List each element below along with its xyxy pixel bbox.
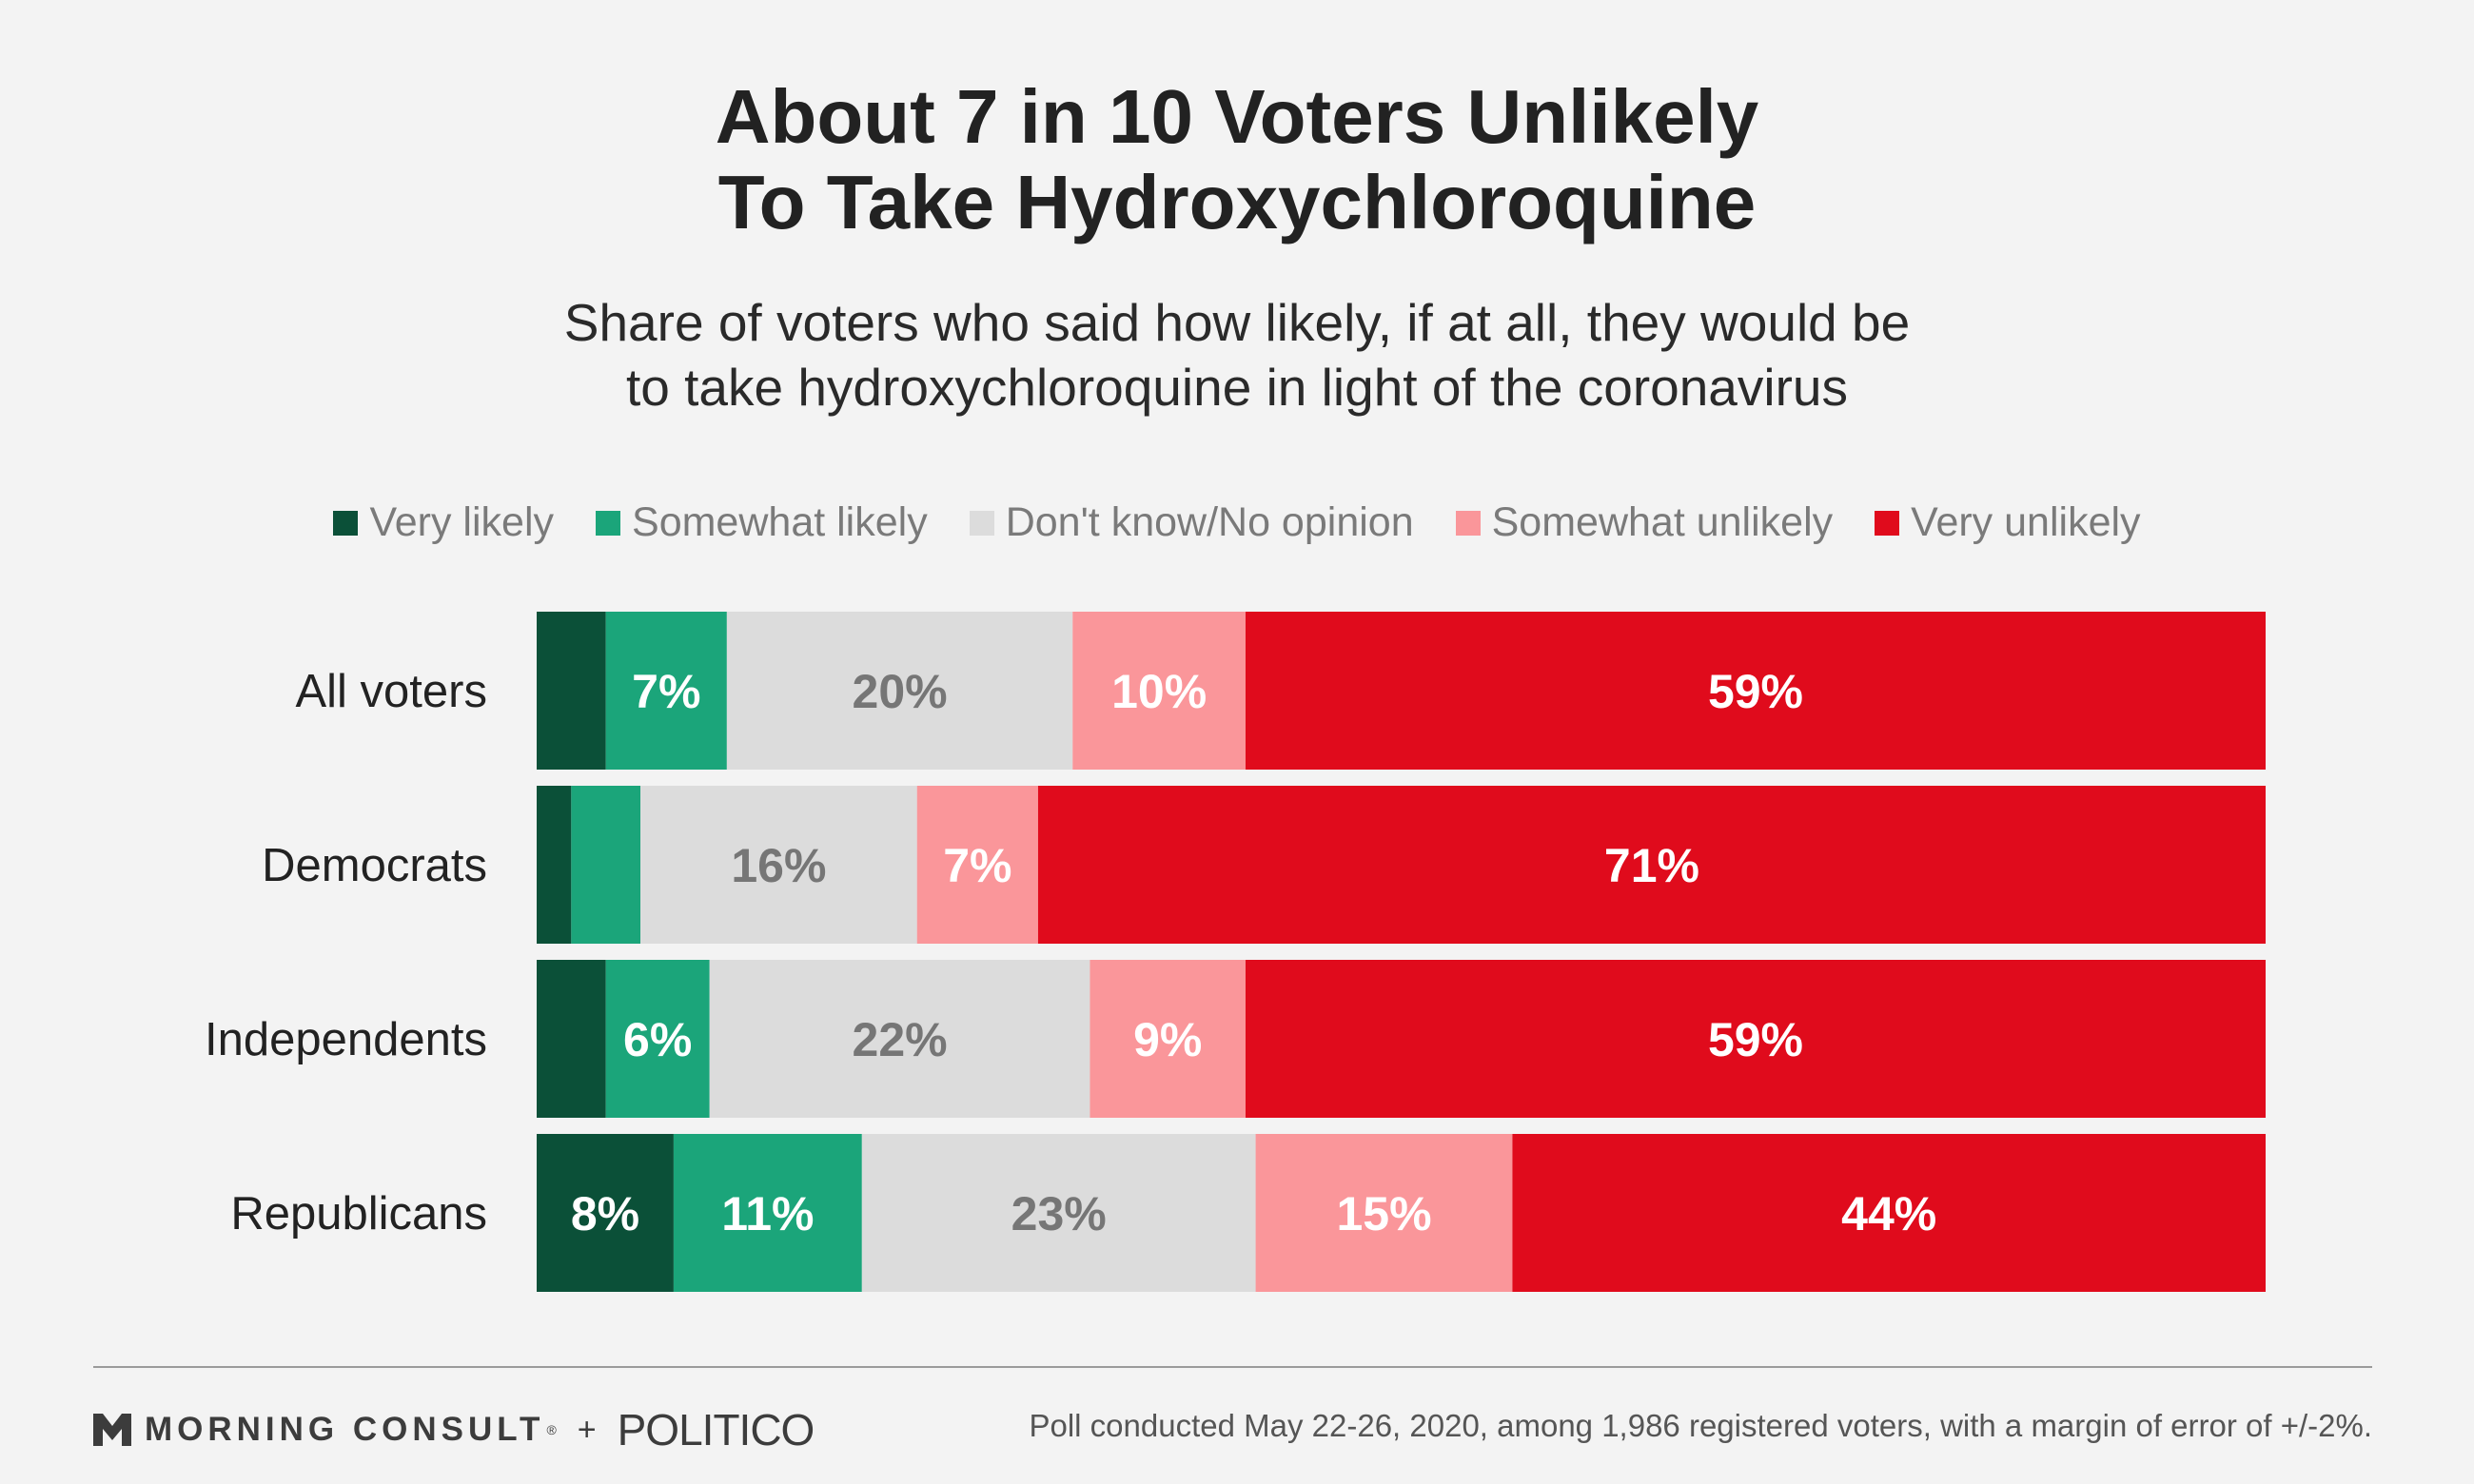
source-note: Poll conducted May 22-26, 2020, among 1,… [1029, 1408, 2372, 1443]
bar-segment [916, 786, 1038, 944]
data-label: 7% [632, 665, 700, 718]
bar-segment [673, 1134, 862, 1292]
legend-swatch [1455, 510, 1481, 536]
stacked-bar-chart: All voters 7% 20% 10% 59% Democrats 16% 7% 71% In… [205, 612, 2266, 1292]
legend-item: Somewhat likely [596, 499, 928, 546]
brand-plus: + [577, 1411, 597, 1448]
brand-logos: MORNING CONSULT ® + POLITICO [93, 1405, 815, 1455]
data-label: 7% [943, 839, 1011, 892]
data-label: 11% [721, 1187, 814, 1240]
data-label: 16% [731, 839, 826, 892]
data-label: 22% [853, 1013, 948, 1066]
chart-title: About 7 in 10 Voters Unlikely To Take Hy… [0, 74, 2474, 245]
data-label: 8% [571, 1187, 639, 1240]
title-line-1: About 7 in 10 Voters Unlikely [715, 74, 1759, 159]
bar-segment [1072, 612, 1246, 770]
data-label: 20% [853, 665, 948, 718]
category-label: Independents [205, 1014, 487, 1065]
legend-label: Very unlikely [1911, 499, 2141, 545]
title-line-2: To Take Hydroxychloroquine [717, 160, 1757, 244]
data-label: 59% [1708, 1013, 1803, 1066]
data-label: 6% [623, 1013, 692, 1066]
bar-segment [709, 960, 1090, 1118]
registered-mark: ® [546, 1422, 557, 1437]
bar-segment [640, 786, 917, 944]
data-label: 15% [1336, 1187, 1431, 1240]
subtitle-line-2: to take hydroxychloroquine in light of t… [625, 358, 1849, 417]
data-label: 23% [1011, 1187, 1107, 1240]
legend-item: Very unlikely [1875, 499, 2141, 546]
bar-segment [605, 960, 710, 1118]
legend-swatch [969, 510, 994, 536]
bar-segment [1255, 1134, 1513, 1292]
legend-label: Very likely [369, 499, 555, 545]
bar-segment [1037, 786, 2266, 944]
legend-swatch [1875, 510, 1900, 536]
category-label: Democrats [262, 840, 487, 891]
bar-segment [537, 960, 606, 1118]
legend-label: Somewhat likely [632, 499, 928, 545]
data-label: 71% [1604, 839, 1699, 892]
data-label: 59% [1708, 665, 1803, 718]
legend-swatch [333, 510, 359, 536]
morning-consult-logo-icon [93, 1414, 131, 1446]
legend-label: Somewhat unlikely [1491, 499, 1834, 545]
bar-segment [537, 786, 572, 944]
legend-swatch [596, 510, 621, 536]
data-label: 10% [1111, 665, 1207, 718]
morning-consult-wordmark: MORNING CONSULT [145, 1411, 545, 1448]
bar-segment [1090, 960, 1246, 1118]
bar-segment [1245, 960, 2266, 1118]
legend: Very likely Somewhat likely Don't know/No … [0, 499, 2474, 546]
bar-segment [726, 612, 1073, 770]
legend-item: Somewhat unlikely [1455, 499, 1834, 546]
bar-segment [537, 1134, 674, 1292]
legend-label: Don't know/No opinion [1005, 499, 1414, 545]
bar-segment [861, 1134, 1256, 1292]
legend-item: Don't know/No opinion [969, 499, 1414, 546]
data-label: 44% [1841, 1187, 1936, 1240]
bar-segment [571, 786, 641, 944]
category-label: All voters [295, 666, 487, 717]
footer-divider [93, 1366, 2372, 1368]
bar-segment [605, 612, 727, 770]
bar-segment [1512, 1134, 2266, 1292]
bar-segment [1245, 612, 2266, 770]
politico-wordmark: POLITICO [617, 1405, 815, 1455]
subtitle-line-1: Share of voters who said how likely, if … [563, 293, 1911, 352]
legend-item: Very likely [333, 499, 554, 546]
chart-subtitle: Share of voters who said how likely, if … [0, 290, 2474, 420]
data-label: 9% [1133, 1013, 1202, 1066]
category-label: Republicans [230, 1188, 487, 1240]
bar-segment [537, 612, 606, 770]
